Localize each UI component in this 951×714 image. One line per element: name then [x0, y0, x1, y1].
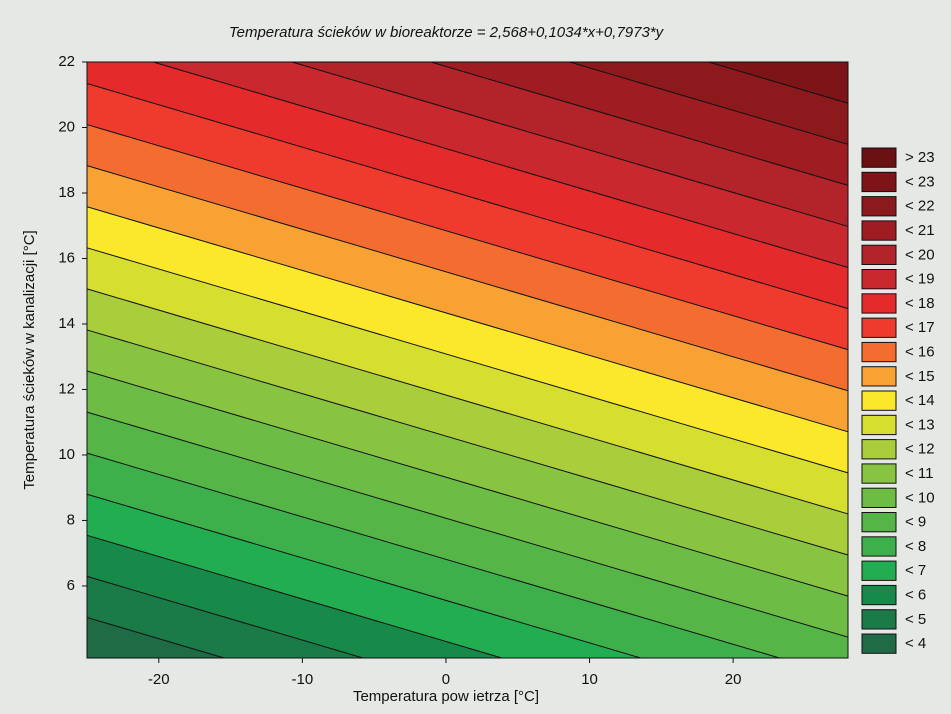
contour-line	[86, 329, 849, 556]
y-tick-label: 16	[58, 249, 75, 266]
y-tick-label: 20	[58, 118, 75, 135]
legend-label: < 7	[905, 562, 926, 579]
contour-line	[86, 370, 849, 597]
y-tick-label: 6	[67, 577, 75, 594]
legend-label: < 16	[905, 344, 935, 361]
y-tick-label: 18	[58, 184, 75, 201]
legend-swatch	[861, 171, 897, 193]
contour-band	[87, 206, 848, 473]
legend-label: > 23	[905, 149, 935, 166]
contour-line	[153, 61, 849, 268]
legend-swatch	[861, 244, 897, 265]
legend-label: < 5	[905, 611, 926, 628]
legend-label: < 11	[905, 465, 934, 482]
legend-swatch	[861, 560, 897, 581]
contour-line	[86, 575, 364, 659]
legend-label: < 8	[905, 538, 926, 555]
legend-swatch	[861, 512, 897, 533]
legend-label: < 17	[905, 319, 935, 336]
legend-swatch	[861, 341, 897, 363]
contour-band	[87, 83, 848, 350]
contour-line	[86, 493, 641, 659]
x-tick-label: -20	[148, 671, 170, 688]
contour-band	[87, 165, 848, 432]
x-tick-label: 20	[725, 671, 742, 688]
contour-line	[86, 124, 849, 351]
x-tick-label: 10	[581, 671, 598, 688]
y-tick-label: 12	[58, 380, 75, 397]
contour-line	[86, 534, 502, 659]
contour-line	[86, 452, 780, 659]
contour-line	[708, 61, 849, 104]
plot-frame	[86, 61, 849, 659]
legend-swatch	[861, 147, 897, 168]
legend-swatch	[861, 609, 897, 630]
contour-line	[86, 206, 849, 433]
legend-swatch	[861, 463, 897, 484]
contour-band	[87, 329, 848, 597]
legend-swatch	[861, 390, 897, 411]
y-tick-label: 14	[58, 315, 75, 332]
legend-swatch	[861, 536, 897, 557]
legend-swatch	[861, 317, 897, 338]
y-axis-label: Temperatura ścieków w kanalizacji [°C]	[21, 230, 38, 489]
contour-line	[86, 247, 849, 474]
legend-label: < 21	[905, 222, 935, 239]
legend-label: < 15	[905, 368, 935, 385]
legend-swatch	[861, 487, 897, 509]
legend-label: < 23	[905, 173, 935, 190]
legend-swatch	[861, 633, 897, 654]
contour-band	[87, 371, 848, 638]
contour-band	[87, 247, 848, 514]
contour-line	[86, 411, 849, 638]
legend-label: < 6	[905, 587, 926, 604]
legend-label: < 4	[905, 635, 926, 652]
legend-swatch	[861, 414, 897, 436]
legend-label: < 10	[905, 489, 935, 506]
contour-band	[87, 412, 848, 658]
legend-swatch	[861, 220, 897, 241]
legend-label: < 22	[905, 198, 935, 215]
contour-line	[430, 61, 849, 186]
contour-line	[86, 288, 849, 515]
contour-line	[86, 165, 849, 392]
contour-line	[569, 61, 849, 145]
x-tick-label: 0	[442, 671, 450, 688]
contour-line	[86, 616, 225, 659]
legend-label: < 20	[905, 246, 935, 263]
legend-label: < 14	[905, 392, 935, 409]
legend-swatch	[861, 293, 897, 314]
legend-label: < 12	[905, 441, 935, 458]
x-axis-label: Temperatura pow ietrza [°C]	[353, 688, 539, 705]
legend-label: < 9	[905, 514, 926, 531]
legend-label: < 18	[905, 295, 935, 312]
contour-line	[86, 83, 849, 310]
contour-band	[87, 62, 848, 309]
contour-line	[291, 61, 849, 227]
legend-swatch	[861, 366, 897, 387]
legend-swatch	[861, 196, 897, 217]
x-tick-label: -10	[292, 671, 314, 688]
contour-band	[87, 124, 848, 391]
y-tick-label: 10	[58, 446, 75, 463]
y-tick-label: 8	[67, 511, 75, 528]
legend-label: < 19	[905, 271, 935, 288]
legend-swatch	[861, 269, 897, 290]
legend-swatch	[861, 439, 897, 460]
legend-swatch	[861, 584, 897, 606]
y-tick-label: 22	[58, 53, 75, 70]
legend-label: < 13	[905, 416, 935, 433]
contour-band	[87, 288, 848, 556]
chart-title: Temperatura ścieków w bioreaktorze = 2,5…	[229, 24, 665, 41]
